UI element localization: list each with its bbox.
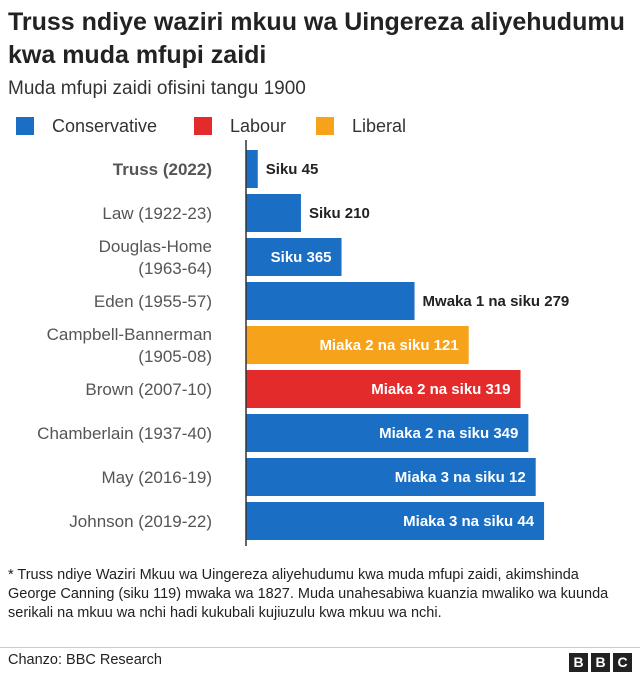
category-label: Campbell-Bannerman — [47, 325, 212, 344]
bar-value-label: Miaka 3 na siku 44 — [403, 513, 535, 530]
chart-title: Truss ndiye waziri mkuu wa Uingereza ali… — [8, 8, 625, 69]
bbc-logo-letter: B — [569, 653, 588, 672]
legend-item-liberal: Liberal — [316, 114, 406, 138]
bar-value-label: Siku 210 — [309, 205, 370, 222]
bar — [246, 194, 301, 232]
bar — [246, 282, 415, 320]
divider — [0, 647, 640, 648]
source-text: Chanzo: BBC Research — [8, 652, 162, 668]
bar-value-label: Siku 365 — [271, 249, 332, 266]
bar — [246, 326, 469, 364]
legend-item-conservative: Conservative — [16, 114, 157, 138]
bbc-logo-letter: B — [591, 653, 610, 672]
bar-value-label: Miaka 2 na siku 319 — [371, 381, 510, 398]
bar — [246, 414, 529, 452]
category-label: Chamberlain (1937-40) — [37, 424, 212, 443]
chart-subtitle: Muda mfupi zaidi ofisini tangu 1900 — [8, 78, 306, 99]
legend-swatch-conservative — [16, 117, 34, 135]
footnote: * Truss ndiye Waziri Mkuu wa Uingereza a… — [8, 567, 609, 621]
legend-item-labour: Labour — [194, 114, 286, 138]
bar-value-label: Siku 45 — [266, 161, 319, 178]
bar — [246, 238, 342, 276]
bar — [246, 370, 521, 408]
category-label: Douglas-Home — [99, 237, 212, 256]
bar — [246, 150, 258, 188]
category-label: May (2016-19) — [101, 468, 212, 487]
bbc-logo: B B C — [569, 653, 632, 672]
bar-value-label: Miaka 2 na siku 349 — [379, 425, 518, 442]
legend-label-labour: Labour — [230, 115, 287, 136]
bar — [246, 458, 536, 496]
category-label: (1963-64) — [138, 259, 212, 278]
legend-swatch-labour — [194, 117, 212, 135]
category-label: (1905-08) — [138, 347, 212, 366]
bar-value-label: Mwaka 1 na siku 279 — [423, 293, 570, 310]
category-label: Brown (2007-10) — [85, 380, 212, 399]
category-label: Truss (2022) — [113, 160, 212, 179]
bar-value-label: Miaka 2 na siku 121 — [319, 337, 458, 354]
category-label: Law (1922-23) — [102, 204, 212, 223]
legend-label-conservative: Conservative — [52, 115, 158, 136]
bar — [246, 502, 545, 540]
bbc-logo-letter: C — [613, 653, 632, 672]
category-label: Johnson (2019-22) — [69, 512, 212, 531]
legend-label-liberal: Liberal — [352, 115, 407, 136]
category-label: Eden (1955-57) — [94, 292, 212, 311]
legend-swatch-liberal — [316, 117, 334, 135]
bar-value-label: Miaka 3 na siku 12 — [395, 469, 526, 486]
bar-chart: Siku 45 Truss (2022) Siku 210 Law (1922-23)… — [37, 140, 570, 546]
